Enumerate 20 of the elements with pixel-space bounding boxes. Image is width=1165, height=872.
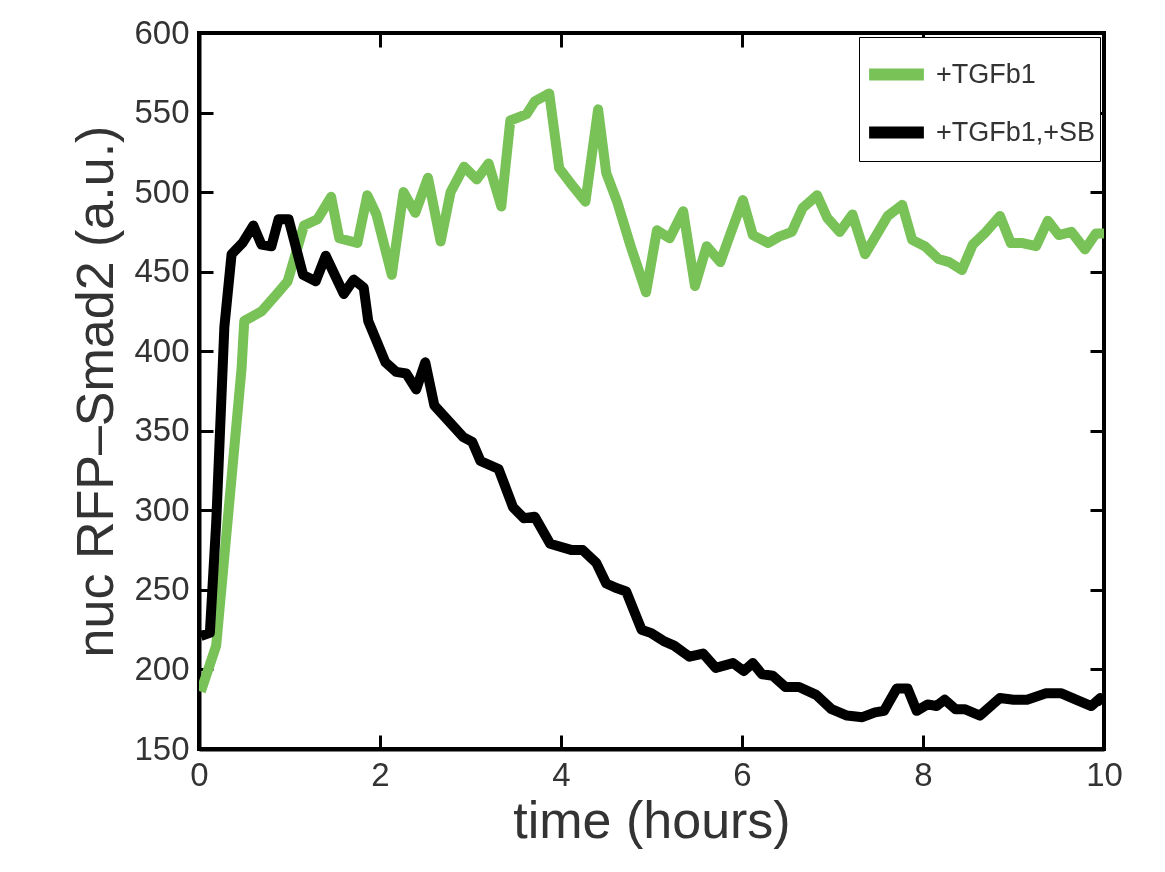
x-tick-label: 6 [733,755,752,793]
y-tick-label: 550 [134,93,190,131]
x-tick-label: 8 [914,755,933,793]
x-tick-label: 0 [190,755,209,793]
y-tick-label: 600 [134,13,190,51]
x-tick-label: 4 [552,755,571,793]
y-tick-label: 500 [134,172,190,210]
y-tick-label: 200 [134,649,190,687]
x-tick-label: 2 [371,755,390,793]
legend-label: +TGFb1 [936,58,1036,89]
y-tick-label: 350 [134,411,190,449]
y-tick-label: 150 [134,729,190,767]
y-tick-label: 250 [134,570,190,608]
legend-label: +TGFb1,+SB [936,116,1096,147]
y-tick-label: 400 [134,331,190,369]
y-tick-label: 450 [134,252,190,290]
x-axis-title: time (hours) [513,790,791,849]
y-tick-label: 300 [134,490,190,528]
x-tick-label: 10 [1086,755,1123,793]
y-axis-title: nuc RFP–Smad2 (a.u.) [66,125,125,658]
